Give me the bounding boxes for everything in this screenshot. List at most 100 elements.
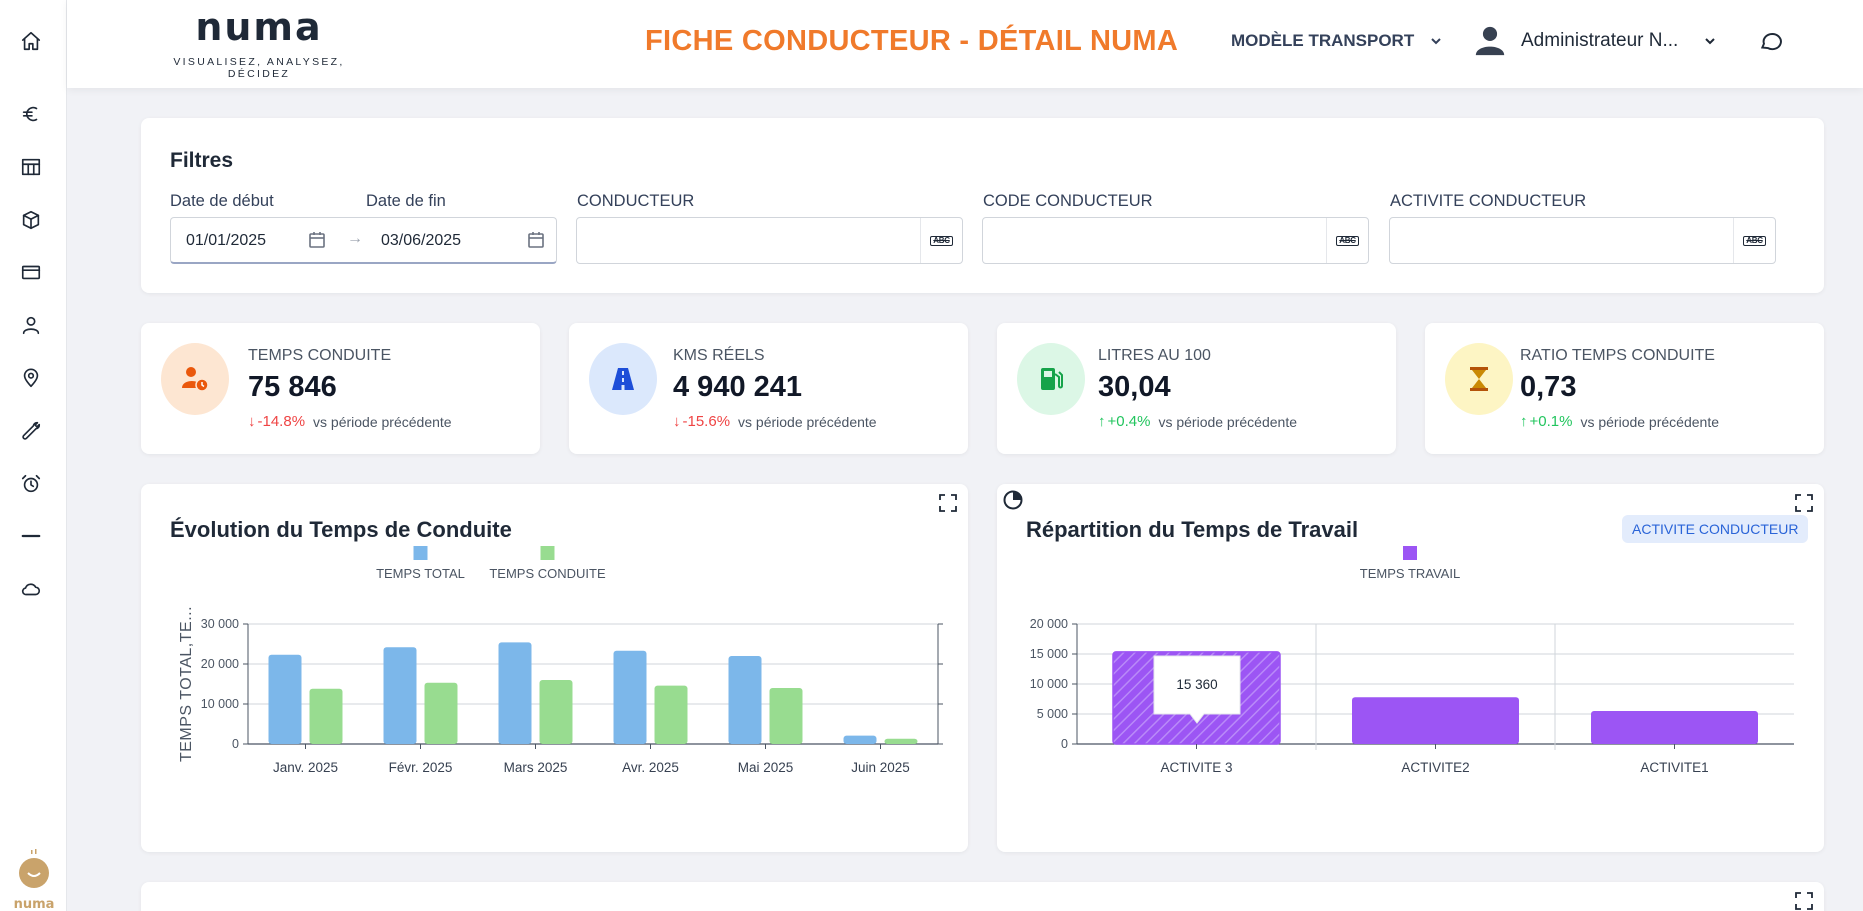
kpi-value: 4 940 241 [673,371,803,403]
x-tick-label: Avr. 2025 [622,760,679,775]
road-icon [612,368,634,390]
bar [843,735,877,744]
bar [654,685,688,744]
wrench-icon[interactable] [16,416,46,446]
bar [539,680,573,744]
kpi-compare-text: vs période précédente [313,413,452,430]
conducteur-label: CONDUCTEUR [577,192,695,210]
hourglass-icon [1470,367,1488,391]
abc-icon: ABC [1336,235,1359,246]
legend-label: TEMPS CONDUITE [489,566,606,581]
end-date-input[interactable]: 03/06/2025 [381,232,462,249]
model-select[interactable]: MODÈLE TRANSPORT [1231,31,1442,51]
numa-logo: numa [14,848,54,911]
y-tick-label: 5 000 [1037,707,1068,721]
kpi-delta: ↓ -15.6% vs période précédente [673,413,877,430]
cloud-icon[interactable] [16,574,46,604]
expand-icon[interactable] [1794,493,1814,513]
start-date-input[interactable]: 01/01/2025 [186,232,267,249]
code-conducteur-input[interactable] [983,218,1327,263]
bar [383,647,417,744]
bar [268,654,302,744]
kpi-icon-circle [1017,343,1085,415]
kpi-compare-text: vs période précédente [1158,413,1297,430]
chart-card-temps-travail: Répartition du Temps de Travail ACTIVITE… [997,484,1824,852]
y-tick-label: 10 000 [201,697,239,711]
kpi-value: 30,04 [1098,371,1171,403]
tooltip-value: 15 360 [1176,677,1217,692]
activite-conducteur-filter: ABC [1389,217,1776,264]
text-type-button[interactable]: ABC [920,218,962,263]
y-tick-label: 20 000 [1030,617,1068,631]
x-tick-label: Mars 2025 [504,760,568,775]
x-tick-label: Févr. 2025 [389,760,453,775]
legend-label: TEMPS TRAVAIL [1360,566,1460,581]
chevron-down-icon [1431,38,1441,45]
bar [498,642,532,744]
arrow-up-icon: ↑ [1520,413,1528,430]
y-axis-label: TEMPS TOTAL,TE... [178,606,195,762]
y-tick-label: 15 000 [1030,647,1068,661]
dimension-badge[interactable]: ACTIVITE CONDUCTEUR [1622,515,1809,543]
text-type-button[interactable]: ABC [1733,218,1775,263]
alarm-icon[interactable] [16,469,46,499]
conducteur-input[interactable] [577,218,921,263]
code-conducteur-filter: ABC [982,217,1369,264]
user-icon[interactable] [16,310,46,340]
user-menu[interactable]: Administrateur N... [1473,24,1716,58]
calendar-icon[interactable] [527,231,545,249]
brand: numa VISUALISEZ, ANALYSEZ, DÉCIDEZ [149,6,369,80]
kpi-label: RATIO TEMPS CONDUITE [1520,347,1715,364]
bar [769,688,803,744]
y-tick-label: 20 000 [201,657,239,671]
kpi-card-ratio-temps-conduite: RATIO TEMPS CONDUITE 0,73 ↑ +0.1% vs pér… [1425,323,1824,454]
legend-swatch [1403,546,1417,560]
calendar-icon[interactable] [308,231,326,249]
card-icon[interactable] [16,257,46,287]
conducteur-filter: ABC [576,217,963,264]
expand-icon[interactable] [938,493,958,513]
y-tick-label: 10 000 [1030,677,1068,691]
euro-icon[interactable] [16,99,46,129]
start-date-label: Date de début [170,192,274,210]
date-range-picker[interactable]: 01/01/2025 → 03/06/2025 [170,217,557,264]
user-name: Administrateur N... [1521,30,1679,51]
avatar [1475,26,1505,56]
kpi-icon-circle [1445,343,1513,415]
text-type-button[interactable]: ABC [1326,218,1368,263]
abc-icon: ABC [930,235,953,246]
y-tick-label: 0 [1061,737,1068,751]
bar [884,738,918,744]
kpi-delta: ↑ +0.1% vs période précédente [1520,413,1719,430]
temps-conduite-bar-chart: TEMPS TOTAL TEMPS CONDUITE 0 10 000 20 000 30… [178,546,943,775]
x-tick-label: Janv. 2025 [273,760,338,775]
minus-icon[interactable] [16,521,46,551]
kpi-delta-value: -14.8% [257,413,306,430]
activite-conducteur-input[interactable] [1390,218,1734,263]
chart-title: Évolution du Temps de Conduite [170,517,512,542]
bar [1591,711,1758,744]
kpi-compare-text: vs période précédente [1580,413,1719,430]
kpi-delta: ↑ +0.4% vs période précédente [1098,413,1297,430]
chat-icon[interactable] [1758,28,1784,59]
brand-tagline: VISUALISEZ, ANALYSEZ, DÉCIDEZ [173,56,345,80]
kpi-delta: ↓ -14.8% vs période précédente [248,413,452,430]
sidebar: numa [0,0,67,911]
arrow-down-icon: ↓ [673,413,681,430]
pie-chart-icon[interactable] [1002,489,1024,511]
legend-swatch [540,546,555,560]
box-icon[interactable] [16,205,46,235]
table-icon[interactable] [16,152,46,182]
expand-icon[interactable] [1794,891,1814,911]
x-tick-label: ACTIVITE 3 [1160,760,1232,775]
arrow-down-icon: ↓ [248,413,256,430]
model-select-label: MODÈLE TRANSPORT [1231,31,1415,50]
kpi-label: LITRES AU 100 [1098,347,1211,364]
bar-tooltip: 15 360 [1153,655,1241,724]
location-icon[interactable] [16,363,46,393]
bar [728,656,762,744]
kpi-compare-text: vs période précédente [738,413,877,430]
bar [1352,697,1519,744]
brand-name: numa [195,5,323,49]
home-icon[interactable] [16,26,46,56]
